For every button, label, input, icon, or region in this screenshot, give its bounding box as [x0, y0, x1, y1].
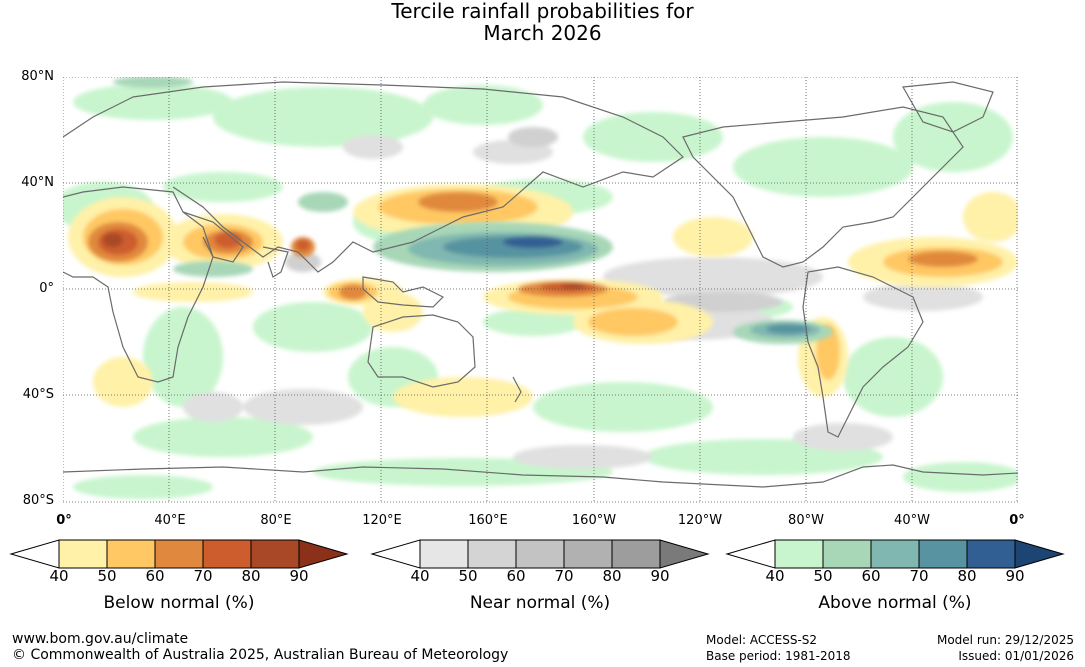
colorbar-near-segment-4 [563, 539, 613, 569]
lat-label-40s: 40°S [22, 387, 54, 402]
colorbar-near-normal [370, 539, 710, 569]
lat-label-40n: 40°N [21, 175, 54, 190]
near-tick-90: 90 [650, 567, 670, 585]
lon-label-160e: 160°E [468, 513, 508, 528]
maritime-continent-outline [362, 276, 445, 308]
above-normal-regions [113, 77, 833, 344]
above-tick-50: 50 [813, 567, 833, 585]
arabia-outline [182, 211, 244, 263]
lon-label-80w: 80°W [788, 513, 824, 528]
footer-issued: Issued: 01/01/2026 [958, 649, 1074, 663]
africa-outline [63, 186, 214, 383]
colorbar-below-segment-6 [298, 539, 349, 569]
near-tick-80: 80 [602, 567, 622, 585]
colorbar-near-segment-3 [515, 539, 565, 569]
lon-label-40w: 40°W [894, 513, 930, 528]
above-tick-60: 60 [861, 567, 881, 585]
colorbar-near-segment-1 [419, 539, 469, 569]
australia-outline [367, 314, 476, 388]
near-normal-title: Near normal (%) [469, 593, 611, 613]
footer-model-run: Model run: 29/12/2025 [936, 633, 1074, 647]
colorbar-below-segment-3 [154, 539, 204, 569]
colorbar-above-segment-5 [966, 539, 1016, 569]
near-tick-40: 40 [410, 567, 430, 585]
lon-label-160w: 160°W [571, 513, 617, 528]
lon-label-40e: 40°E [154, 513, 186, 528]
near-tick-70: 70 [554, 567, 574, 585]
below-tick-80: 80 [241, 567, 261, 585]
title-line-1: Tercile rainfall probabilities for [391, 0, 694, 23]
footer-website-link[interactable]: www.bom.gov.au/climate [12, 631, 189, 647]
colorbar-near-segment-6 [659, 539, 710, 569]
colorbar-above-segment-2 [822, 539, 872, 569]
lat-label-80n: 80°N [21, 69, 54, 84]
footer-copyright: © Commonwealth of Australia 2025, Austra… [12, 647, 509, 663]
below-tick-70: 70 [193, 567, 213, 585]
colorbar-above-segment-3 [870, 539, 920, 569]
colorbar-below-segment-0 [9, 539, 60, 569]
colorbar-below-segment-2 [106, 539, 156, 569]
lon-label-80e: 80°E [260, 513, 292, 528]
below-tick-50: 50 [97, 567, 117, 585]
india-outline [262, 246, 289, 278]
near-tick-50: 50 [458, 567, 478, 585]
lon-label-120w: 120°W [677, 513, 723, 528]
near-tick-60: 60 [506, 567, 526, 585]
south-america-outline [802, 266, 924, 438]
below-normal-regions [68, 184, 1018, 417]
colorbar-near-segment-5 [611, 539, 661, 569]
below-normal-title: Below normal (%) [103, 593, 255, 613]
colorbar-above-segment-6 [1014, 539, 1065, 569]
colorbar-above-segment-0 [725, 539, 776, 569]
footer-base-period: Base period: 1981-2018 [706, 649, 851, 663]
above-normal-title: Above normal (%) [818, 593, 972, 613]
below-tick-40: 40 [49, 567, 69, 585]
title-line-2: March 2026 [483, 21, 602, 45]
lon-label-0-right: 0° [1009, 513, 1025, 528]
lat-label-80s: 80°S [22, 493, 54, 508]
colorbar-near-segment-2 [467, 539, 517, 569]
greenland-outline [902, 81, 994, 133]
lon-label-120e: 120°E [362, 513, 402, 528]
above-tick-70: 70 [909, 567, 929, 585]
colorbar-below-segment-4 [202, 539, 252, 569]
rainfall-probability-map [63, 77, 1018, 503]
eurasia-outline [63, 81, 684, 273]
north-america-outline [682, 106, 964, 268]
map-title: Tercile rainfall probabilities for March… [0, 0, 1085, 44]
below-tick-90: 90 [289, 567, 309, 585]
colorbar-below-segment-1 [58, 539, 108, 569]
below-tick-60: 60 [145, 567, 165, 585]
colorbar-above-segment-4 [918, 539, 968, 569]
near-normal-darker-patches [285, 127, 783, 312]
above-tick-40: 40 [765, 567, 785, 585]
above-tick-90: 90 [1005, 567, 1025, 585]
colorbar-above-normal [725, 539, 1065, 569]
graticule [63, 77, 1018, 503]
coastlines [63, 81, 1018, 488]
colorbar-above-segment-1 [774, 539, 824, 569]
new-zealand-outline [512, 376, 522, 403]
antarctica-outline [63, 464, 1018, 488]
colorbar-below-segment-5 [250, 539, 300, 569]
lat-label-0: 0° [39, 281, 54, 296]
colorbar-near-segment-0 [370, 539, 421, 569]
above-tick-80: 80 [957, 567, 977, 585]
colorbar-below-normal [9, 539, 349, 569]
lon-label-0-left: 0° [56, 513, 72, 528]
footer-model: Model: ACCESS-S2 [706, 633, 818, 647]
